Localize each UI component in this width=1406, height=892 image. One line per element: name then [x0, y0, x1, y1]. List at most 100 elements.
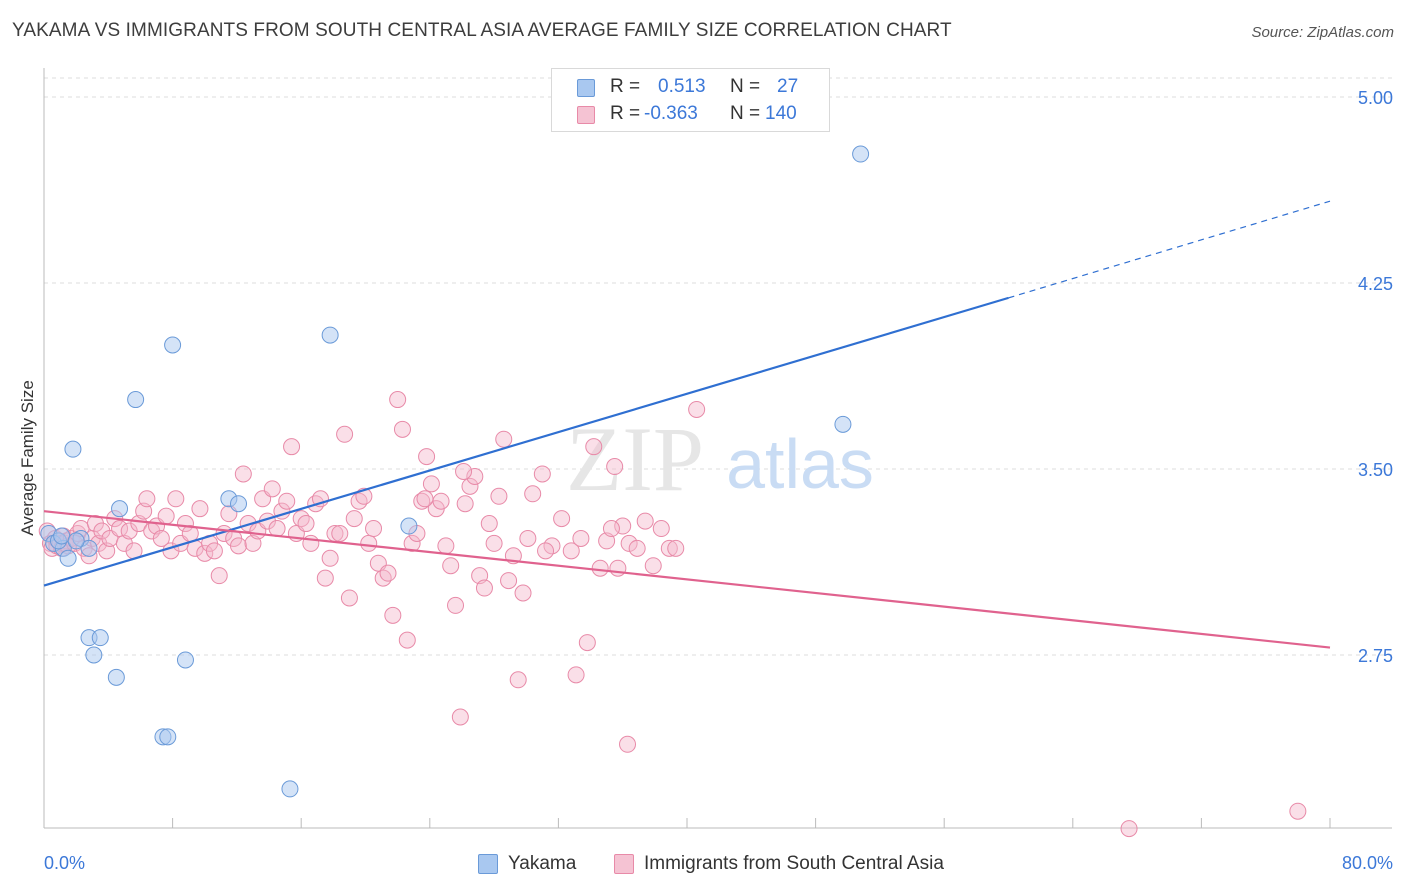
point-immigrants	[619, 735, 637, 753]
point-yakama	[59, 549, 77, 567]
trend-lines	[43, 200, 1331, 649]
point-immigrants	[191, 500, 209, 518]
point-yakama	[321, 326, 339, 344]
point-immigrants	[205, 542, 223, 560]
point-immigrants	[210, 567, 228, 585]
point-immigrants	[688, 400, 706, 418]
point-immigrants	[389, 391, 407, 409]
gridlines	[44, 77, 1392, 656]
series-yakama-points	[40, 145, 870, 798]
x-tick-label: 0.0%	[44, 853, 85, 873]
trend-line-yakama-extension	[1008, 200, 1331, 299]
point-immigrants	[572, 529, 590, 547]
point-immigrants	[524, 485, 542, 503]
point-immigrants	[432, 492, 450, 510]
point-immigrants	[379, 564, 397, 582]
point-yakama	[107, 668, 125, 686]
watermark: ZIP atlas	[566, 408, 874, 510]
point-yakama	[67, 532, 85, 550]
axes	[43, 68, 1392, 829]
point-immigrants	[567, 666, 585, 684]
point-yakama	[400, 517, 418, 535]
point-immigrants	[628, 539, 646, 557]
point-immigrants	[455, 462, 473, 480]
legend-r-value: 0.513	[658, 76, 706, 97]
legend-swatch-blue	[577, 79, 595, 97]
point-immigrants	[437, 537, 455, 555]
point-immigrants	[442, 557, 460, 575]
point-immigrants	[416, 490, 434, 508]
series-immigrants-points	[38, 391, 1307, 838]
point-immigrants	[422, 475, 440, 493]
point-immigrants	[316, 569, 334, 587]
series-legend: Yakama Immigrants from South Central Asi…	[0, 852, 1406, 878]
point-immigrants	[365, 520, 383, 538]
legend-swatch-yakama	[478, 854, 498, 874]
point-immigrants	[466, 467, 484, 485]
legend-r-label: R =	[610, 76, 641, 97]
point-immigrants	[537, 542, 555, 560]
point-immigrants	[480, 515, 498, 533]
point-immigrants	[562, 542, 580, 560]
point-immigrants	[418, 448, 436, 466]
point-yakama	[64, 440, 82, 458]
point-immigrants	[602, 520, 620, 538]
point-immigrants	[230, 537, 248, 555]
point-immigrants	[297, 515, 315, 533]
point-yakama	[85, 646, 103, 664]
point-immigrants	[403, 534, 421, 552]
point-immigrants	[585, 438, 603, 456]
y-tick-label: 5.00	[1358, 88, 1393, 108]
point-immigrants	[152, 529, 170, 547]
point-yakama	[53, 527, 71, 545]
point-immigrants	[234, 465, 252, 483]
point-yakama	[159, 728, 177, 746]
point-immigrants	[167, 490, 185, 508]
point-yakama	[176, 651, 194, 669]
point-yakama	[91, 629, 109, 647]
trend-line-yakama	[43, 296, 1009, 587]
x-tick-label: 80.0%	[1342, 853, 1393, 873]
source-label: Source: ZipAtlas.com	[1251, 24, 1394, 41]
y-axis-label: Average Family Size	[18, 380, 37, 536]
point-yakama	[111, 500, 129, 518]
point-immigrants	[292, 510, 310, 528]
chart-title: YAKAMA VS IMMIGRANTS FROM SOUTH CENTRAL …	[12, 20, 952, 41]
point-immigrants	[509, 671, 527, 689]
point-yakama	[80, 539, 98, 557]
watermark-atlas: atlas	[726, 425, 874, 503]
y-tick-label: 4.25	[1358, 274, 1393, 294]
watermark-zip: ZIP	[566, 408, 704, 510]
legend-n-label: N =	[730, 76, 761, 97]
point-immigrants	[578, 634, 596, 652]
point-immigrants	[138, 490, 156, 508]
legend-label-immigrants: Immigrants from South Central Asia	[644, 853, 944, 874]
point-immigrants	[196, 544, 214, 562]
legend-r-value: -0.363	[644, 103, 698, 124]
point-immigrants	[490, 487, 508, 505]
point-immigrants	[393, 420, 411, 438]
point-yakama	[281, 780, 299, 798]
legend-row-immigrants: R = -0.363 N = 140	[552, 101, 829, 127]
point-immigrants	[456, 495, 474, 513]
point-immigrants	[345, 510, 363, 528]
point-immigrants	[495, 430, 513, 448]
point-immigrants	[614, 517, 632, 535]
point-immigrants	[533, 465, 551, 483]
point-immigrants	[331, 524, 349, 542]
point-immigrants	[609, 559, 627, 577]
legend-n-label: N =	[730, 103, 761, 124]
point-immigrants	[660, 539, 678, 557]
point-yakama	[230, 495, 248, 513]
point-yakama	[164, 336, 182, 354]
point-immigrants	[1289, 802, 1307, 820]
point-immigrants	[398, 631, 416, 649]
legend-swatch-immigrants	[614, 854, 634, 874]
point-immigrants	[485, 534, 503, 552]
legend-label-yakama: Yakama	[508, 853, 577, 874]
y-tick-label: 2.75	[1358, 646, 1393, 666]
point-immigrants	[360, 534, 378, 552]
point-immigrants	[321, 549, 339, 567]
legend-n-value: 27	[777, 76, 799, 97]
point-immigrants	[636, 512, 654, 530]
